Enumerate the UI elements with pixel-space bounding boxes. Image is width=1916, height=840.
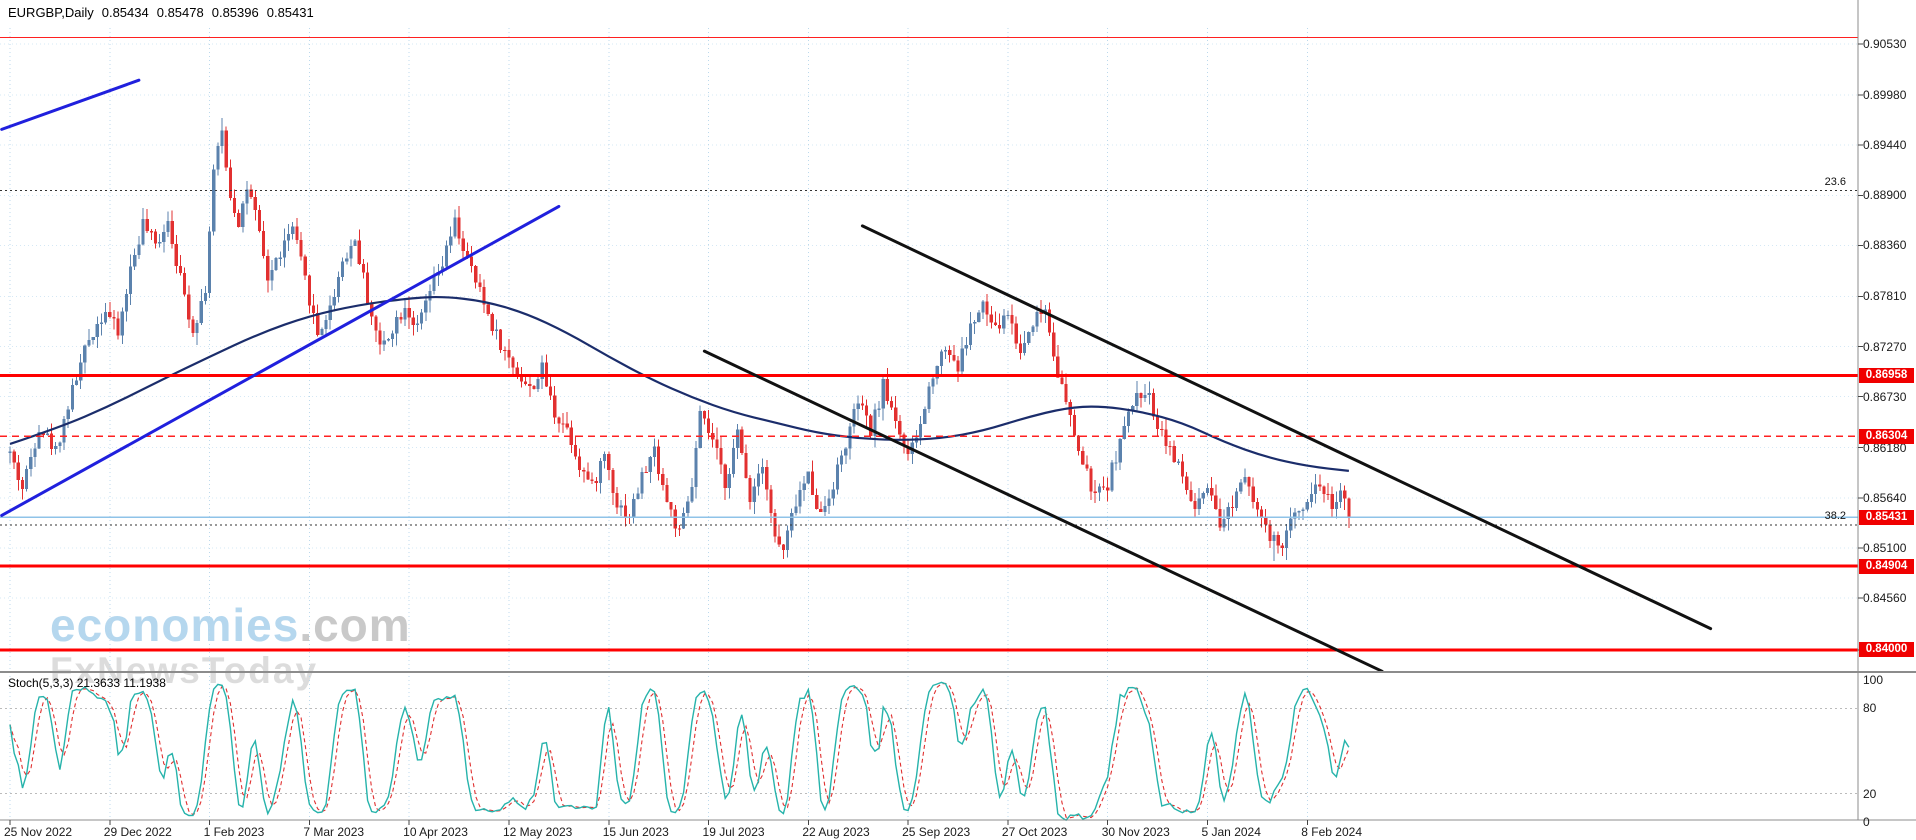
stoch-indicator-label: Stoch(5,3,3) 21.3633 11.1938 [8,676,166,690]
stochastic-series [0,681,1858,822]
support-resistance-lines [0,36,1858,652]
watermark: economies.com FxNewsToday [50,600,411,691]
ohlc-low: 0.85396 [211,5,259,20]
ohlc-close: 0.85431 [266,5,314,20]
ohlc-high: 0.85478 [156,5,204,20]
moving-average-line[interactable] [9,295,1350,472]
grid-lines [0,28,1858,820]
watermark-brand-suffix: .com [299,599,411,651]
stoch-signal-line [9,682,1350,819]
descending-channel-upper[interactable] [860,224,1713,631]
watermark-brand-line: economies.com [50,600,411,651]
stoch-main-line [9,681,1350,822]
symbol-timeframe-label: EURGBP,Daily [8,5,94,20]
ascending-trendline[interactable] [0,204,561,517]
fibonacci-lines [0,190,1858,526]
watermark-subtitle: FxNewsToday [50,649,319,691]
descending-channel-lower[interactable] [702,349,1384,673]
watermark-brand: economies [50,599,300,651]
symbol-header: EURGBP,Daily 0.85434 0.85478 0.85396 0.85431 [8,5,322,20]
ascending-trendline-upper[interactable] [0,78,141,131]
ohlc-open: 0.85434 [101,5,149,20]
trendlines [0,78,1713,673]
